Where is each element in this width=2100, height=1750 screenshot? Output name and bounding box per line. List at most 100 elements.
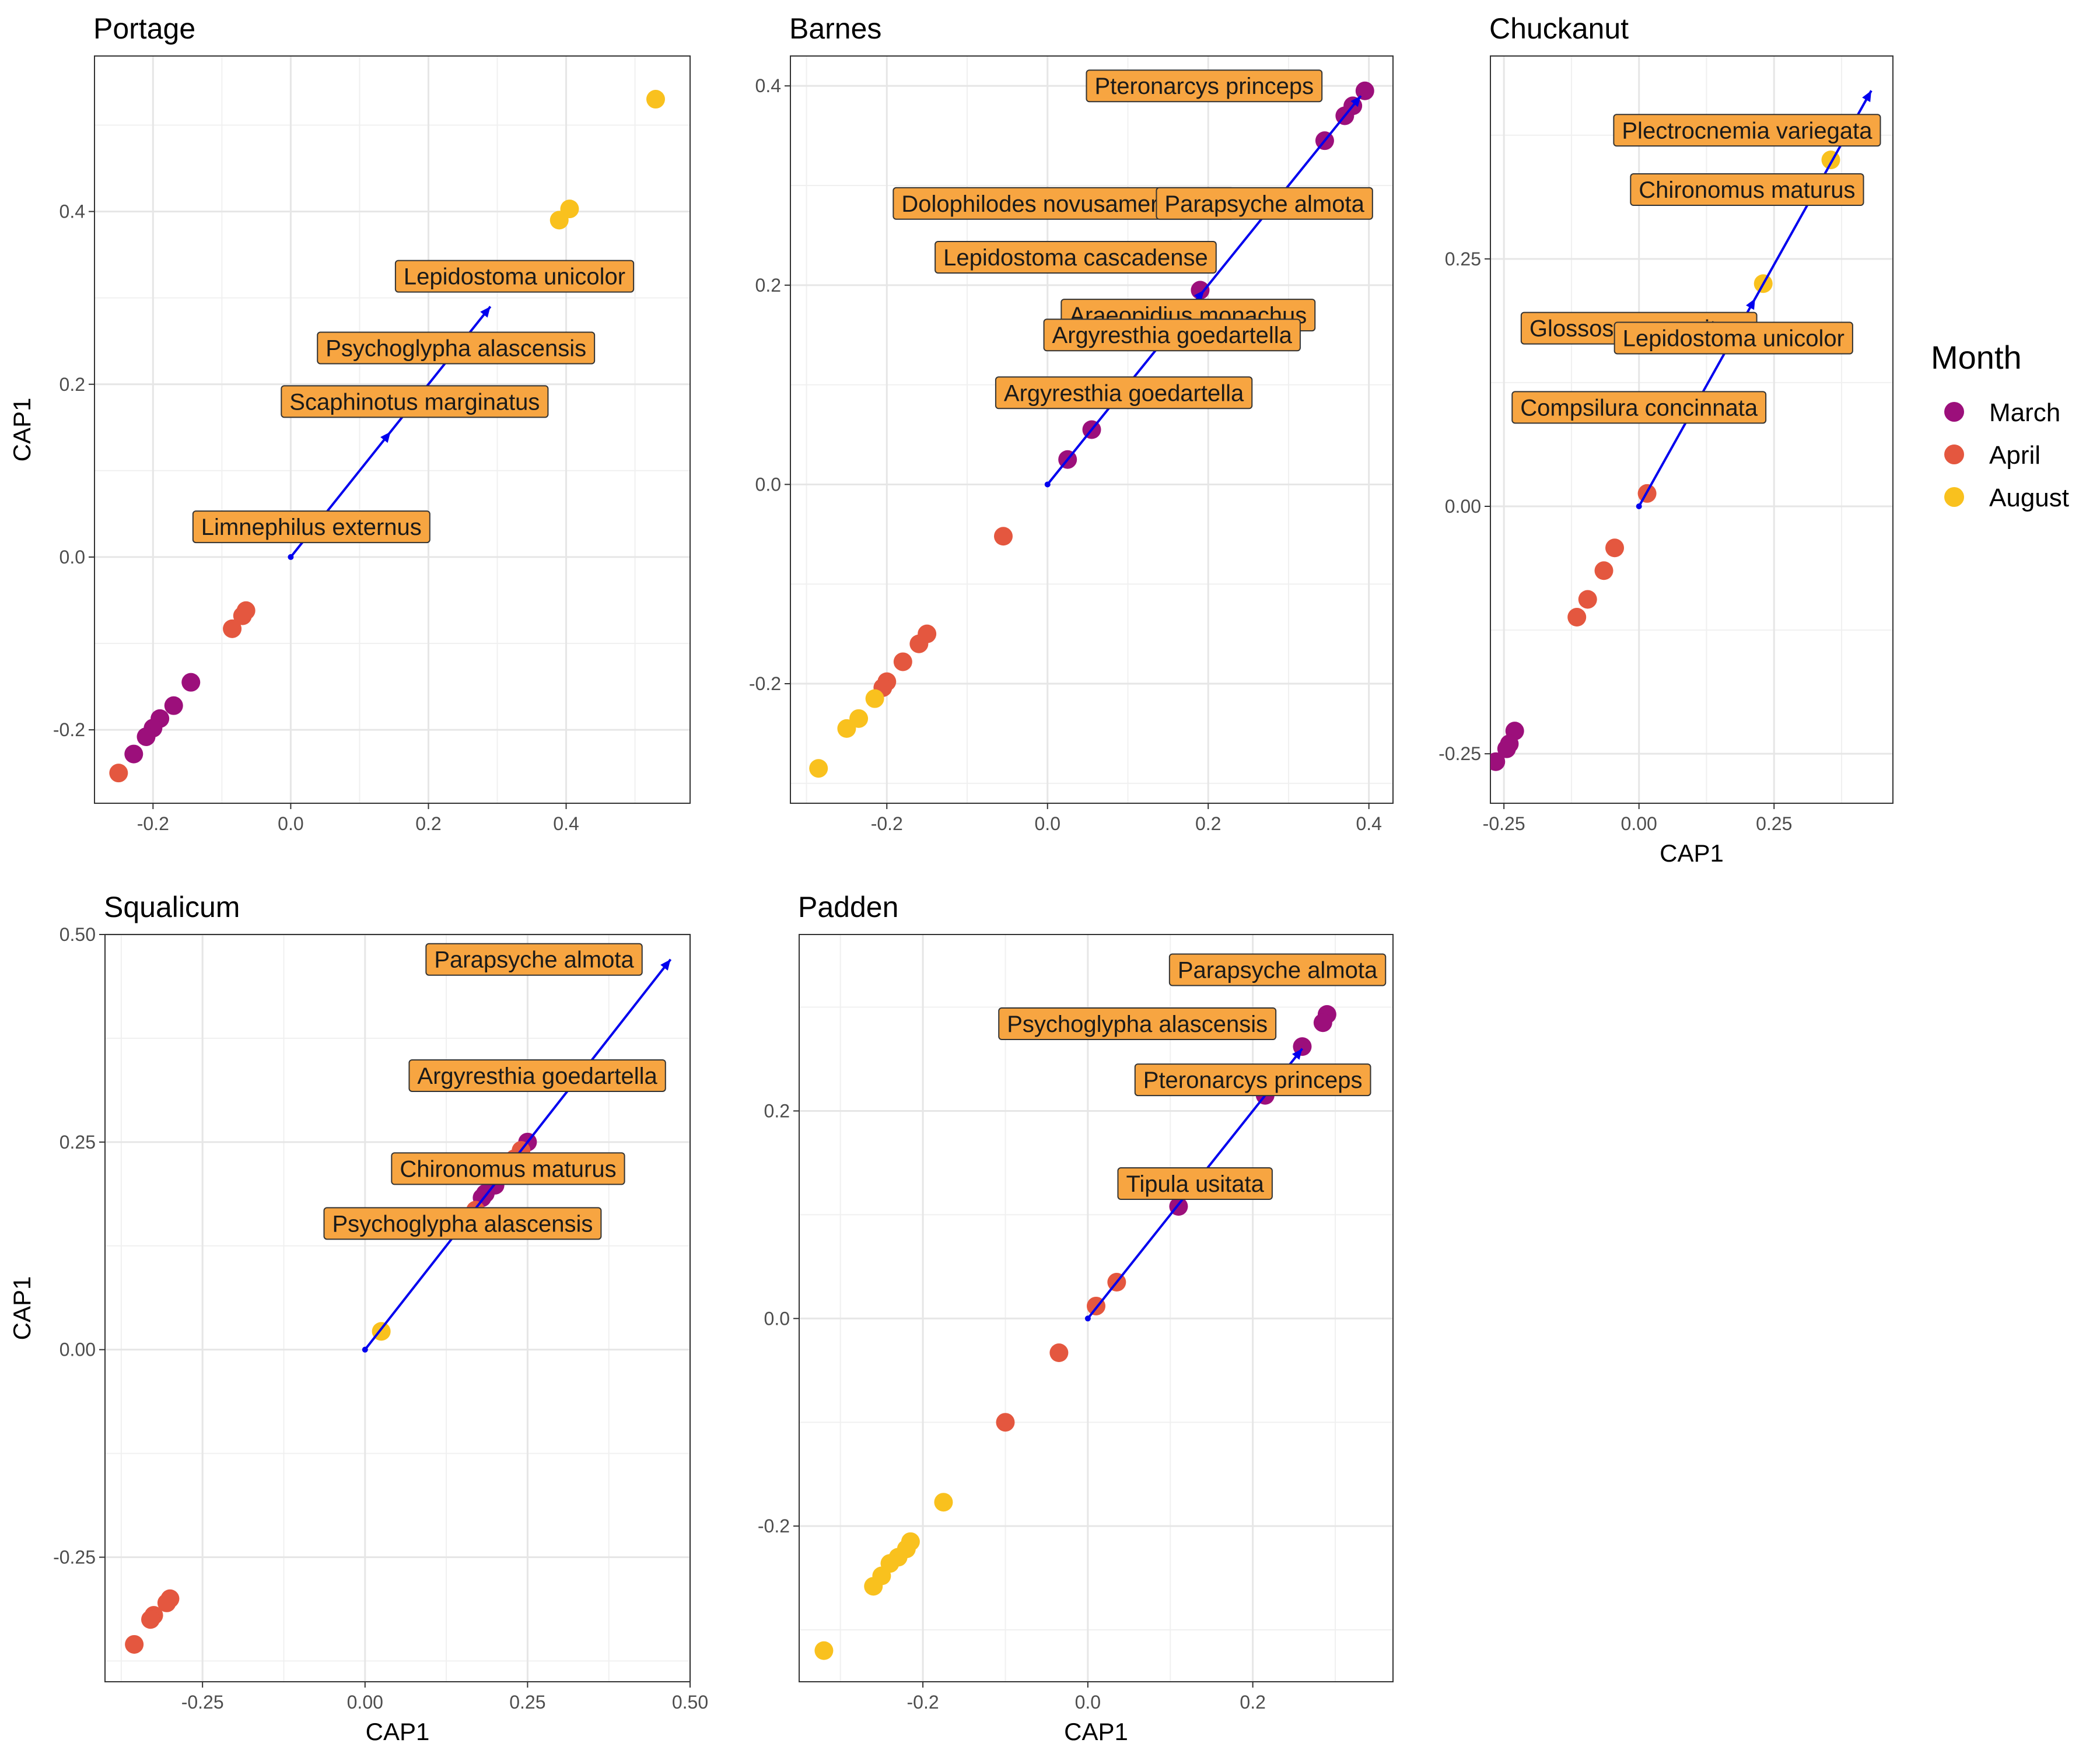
species-label-box [281, 385, 549, 418]
species-label-box [425, 943, 643, 976]
y-tick-label: -0.25 [1438, 743, 1481, 764]
species-label-text: Parapsyche almota [1164, 191, 1364, 217]
panel-padden: Padden -0.2 0.0 0.2 -0.2 0.0 0.2 CAP1 Parapsyche… [758, 891, 1394, 1745]
data-point-april [996, 1413, 1015, 1432]
species-label-text: Parapsyche almota [434, 947, 634, 973]
x-tick-label: 0.00 [1621, 813, 1657, 834]
data-point-april [1594, 561, 1614, 580]
legend: Month March April August [1931, 339, 2069, 512]
y-tick-label: 0.00 [60, 1339, 96, 1360]
y-tick-label: 0.25 [60, 1132, 96, 1153]
x-tick-label: -0.2 [871, 813, 903, 834]
panel-title: Portage [93, 12, 195, 45]
x-tick-label: 0.4 [1356, 813, 1381, 834]
x-tick-label: 0.2 [1195, 813, 1221, 834]
species-label-box [995, 376, 1253, 410]
species-label-box [1134, 1063, 1371, 1097]
data-point-april [109, 764, 128, 783]
legend-label-august: August [1989, 484, 2069, 512]
data-point-april [125, 1634, 144, 1654]
species-label-box [317, 331, 596, 365]
vector-origin [1044, 481, 1051, 488]
data-point-august [837, 719, 856, 738]
species-label: Pteronarcys princeps [1134, 1063, 1371, 1097]
data-point-april [141, 1610, 160, 1629]
panel-border [799, 934, 1394, 1682]
x-tick-label: 0.00 [347, 1692, 383, 1713]
x-tick-label: 0.4 [553, 813, 579, 834]
panel-title: Chuckanut [1489, 12, 1629, 45]
x-tick-label: 0.0 [1075, 1692, 1101, 1713]
legend-label-march: March [1989, 398, 2060, 427]
species-label: Compsilura concinnata [1511, 391, 1767, 424]
species-label: Pteronarcys princeps [1086, 69, 1323, 103]
data-point-march [1497, 739, 1516, 758]
species-label: Chironomus maturus [391, 1152, 625, 1185]
species-label-text: Parapsyche almota [1178, 957, 1378, 983]
x-tick-label: -0.25 [181, 1692, 224, 1713]
species-label-text: Lepidostoma unicolor [1623, 326, 1845, 352]
data-point-march [181, 673, 201, 692]
species-label-text: Plectrocnemia variegata [1622, 118, 1873, 144]
x-tick-label: 0.25 [509, 1692, 545, 1713]
x-axis-label: CAP1 [1064, 1718, 1128, 1745]
species-label-text: Tipula usitata [1126, 1171, 1264, 1197]
species-label-box [1613, 114, 1881, 147]
panel-border [790, 55, 1394, 804]
panel-border [104, 934, 691, 1682]
species-label: Argyresthia goedartella [995, 376, 1253, 410]
species-label: Parapsyche almota [425, 943, 643, 976]
x-tick-label: 0.2 [415, 813, 441, 834]
species-label: Lepidostoma unicolor [1614, 321, 1853, 355]
species-label-text: Psychoglypha alascensis [1007, 1012, 1268, 1037]
species-label-box [1117, 1167, 1273, 1200]
vector-arrowhead [1292, 1048, 1303, 1060]
legend-key-march [1944, 402, 1964, 422]
data-point-august [865, 689, 884, 708]
data-point-april [1605, 538, 1625, 558]
data-point-march [1313, 1013, 1332, 1032]
species-label-box [1630, 173, 1864, 206]
y-tick-label: -0.2 [758, 1516, 790, 1536]
data-layer: Plectrocnemia variegata Chironomus maturu… [1490, 90, 1881, 771]
species-label: Scaphinotus marginatus [281, 385, 549, 418]
data-point-april [233, 606, 252, 625]
legend-item-april: April [1944, 441, 2041, 470]
data-point-march [124, 744, 144, 764]
y-tick-label: -0.25 [53, 1547, 96, 1568]
x-tick-label: 0.0 [1035, 813, 1060, 834]
legend-title: Month [1931, 339, 2022, 376]
species-label-text: Lepidostoma cascadense [943, 245, 1208, 271]
data-point-august [809, 759, 828, 778]
data-point-april [1567, 608, 1587, 627]
panel-portage: Portage -0.2 0.0 0.2 0.4 -0.2 0.0 0.2 0.4 CAP1 Lep… [8, 12, 691, 834]
vector-origin [288, 554, 294, 560]
y-tick-label: -0.2 [53, 719, 85, 740]
vector-origin [362, 1346, 368, 1353]
species-label-text: Chironomus maturus [1639, 177, 1855, 203]
panel-title: Squalicum [104, 891, 240, 923]
species-label: Psychoglypha alascensis [998, 1007, 1277, 1041]
species-label: Tipula usitata [1117, 1167, 1273, 1200]
legend-key-august [1944, 487, 1964, 507]
vector-arrowhead [1350, 96, 1361, 107]
species-label-box [323, 1207, 602, 1240]
y-tick-label: 0.4 [60, 201, 85, 222]
species-label-text: Scaphinotus marginatus [289, 389, 540, 415]
data-layer: Parapsyche almota Argyresthia goedartella… [125, 943, 672, 1654]
species-label-box [1156, 187, 1373, 220]
data-point-april [1049, 1343, 1069, 1363]
species-label: Argyresthia goedartella [1043, 318, 1301, 352]
species-label-box [394, 260, 635, 293]
y-tick-label: 0.25 [1445, 249, 1481, 270]
x-axis-label: CAP1 [366, 1718, 430, 1745]
data-point-march [1490, 752, 1506, 771]
data-point-august [560, 200, 579, 219]
panel-title: Padden [798, 891, 898, 923]
species-label: Psychoglypha alascensis [323, 1207, 602, 1240]
panel-border [94, 55, 691, 804]
vector-arrowhead [480, 306, 491, 318]
legend-item-august: August [1944, 484, 2069, 512]
